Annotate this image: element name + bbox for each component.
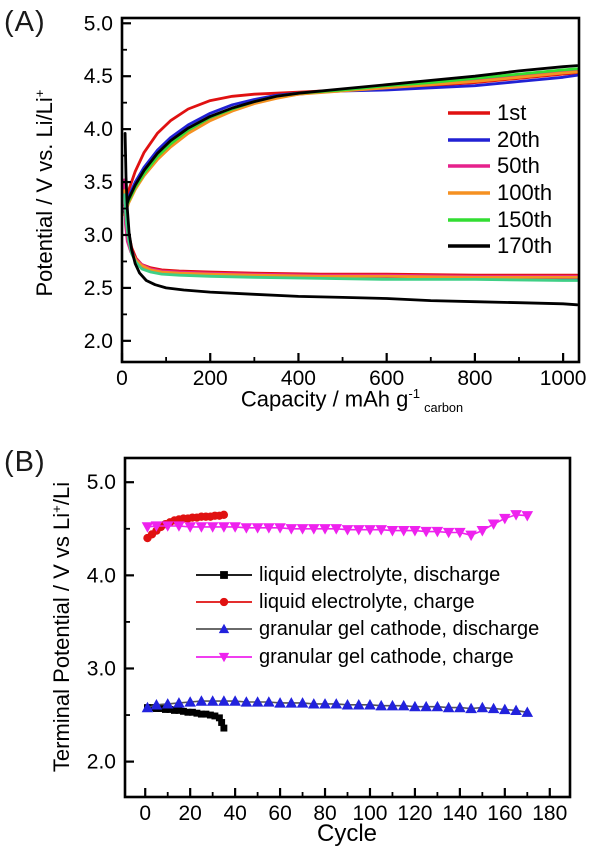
y-tick-label: 5.0 — [84, 12, 113, 35]
x-tick-label: 60 — [268, 802, 291, 825]
y-tick-label: 4.0 — [87, 564, 116, 587]
legend-item-50th: 50th — [446, 153, 552, 180]
panel-a-y-axis-title-sup: + — [31, 89, 47, 98]
x-tick-label: 1000 — [540, 367, 587, 390]
legend-label-liquid-charge: liquid electrolyte, charge — [259, 591, 475, 614]
legend-item-gel-discharge: granular gel cathode, discharge — [196, 616, 539, 643]
panel-b-label: (B) — [4, 446, 46, 478]
series-layer — [141, 510, 534, 732]
x-tick-label: 120 — [397, 802, 432, 825]
x-tick-label: 140 — [442, 802, 477, 825]
x-tick-label: 400 — [281, 367, 316, 390]
panel-a-y-axis-title: Potential / V vs. Li/Li+ — [32, 89, 58, 296]
legend-label-liquid-discharge: liquid electrolyte, discharge — [259, 563, 501, 586]
legend-marker-gel-charge — [196, 652, 252, 663]
series-170th-charge — [123, 64, 579, 214]
panel-b-y-axis-title: Terminal Potential / V vs Li+/Li — [49, 482, 75, 772]
panel-b-y-axis-title-sup: + — [48, 505, 64, 513]
legend-item-150th: 150th — [446, 206, 552, 233]
legend-label-150th: 150th — [497, 206, 553, 232]
x-tick-label: 40 — [223, 802, 246, 825]
x-tick-label: 20 — [178, 802, 201, 825]
legend-label-100th: 100th — [497, 180, 553, 206]
panel-a-plot: 0 200 400 600 800 1000 2.0 2.5 3.0 3.5 4.0 4.5 5.0 — [84, 12, 587, 390]
legend-item-liquid-charge: liquid electrolyte, charge — [196, 588, 539, 615]
panel-b-y-axis-title-post: /Li — [49, 481, 75, 506]
legend-item-170th: 170th — [446, 233, 552, 260]
x-tick-label: 180 — [532, 802, 567, 825]
legend-label-20th: 20th — [497, 126, 540, 152]
y-tick-label: 2.0 — [84, 330, 113, 353]
series-gel-discharge — [141, 695, 534, 717]
y-tick-label: 4.0 — [84, 118, 113, 141]
x-tick-label: 80 — [313, 802, 336, 825]
panel-a-x-axis-title-sub: carbon — [424, 399, 464, 415]
legend-item-liquid-discharge: liquid electrolyte, discharge — [196, 561, 539, 588]
y-tick-label: 3.0 — [84, 224, 113, 247]
x-tick-label: 800 — [457, 367, 492, 390]
y-tick-label: 4.5 — [84, 65, 113, 88]
plot-frame — [120, 16, 581, 364]
legend-marker-gel-discharge — [196, 624, 252, 634]
panel-a-x-axis-title-text: Capacity / mAh g — [240, 386, 409, 412]
legend-item-20th: 20th — [446, 127, 552, 154]
y-tick-label: 5.0 — [87, 471, 116, 494]
y-tick-label: 3.5 — [84, 171, 113, 194]
panel-a-legend: 1st 20th 50th 100th 150th 170th — [446, 100, 552, 260]
x-tick-label: 0 — [116, 367, 128, 390]
legend-label-170th: 170th — [497, 233, 553, 259]
panel-b-legend: liquid electrolyte, discharge liquid ele… — [196, 561, 539, 671]
legend-marker-liquid-charge — [196, 597, 252, 607]
y-tick-label: 3.0 — [87, 657, 116, 680]
axis-ticks: 0 20 40 60 80 100 120 140 160 180 2.0 3.0 4.0 5.0 — [87, 471, 567, 825]
legend-label-50th: 50th — [497, 153, 540, 179]
legend-label-gel-discharge: granular gel cathode, discharge — [259, 618, 540, 641]
series-layer — [122, 64, 579, 307]
legend-label-1st: 1st — [497, 100, 527, 126]
x-tick-label: 0 — [139, 802, 151, 825]
panel-a-label: (A) — [4, 6, 46, 38]
legend-item-gel-charge: granular gel cathode, charge — [196, 643, 539, 670]
legend-line-1st — [448, 111, 490, 115]
legend-line-170th — [448, 244, 490, 248]
x-tick-label: 600 — [369, 367, 404, 390]
series-20th-charge — [123, 73, 579, 212]
y-tick-label: 2.0 — [87, 751, 116, 774]
panel-b-plot: 0 20 40 60 80 100 120 140 160 180 2.0 3.0 4.0 5.0 — [87, 456, 572, 825]
series-170th-discharge — [123, 131, 579, 307]
legend-item-1st: 1st — [446, 100, 552, 127]
legend-item-100th: 100th — [446, 180, 552, 207]
x-tick-label: 160 — [487, 802, 522, 825]
legend-line-100th — [448, 191, 490, 195]
panel-a-x-axis-title: Capacity / mAh g-1carbon — [241, 386, 463, 415]
legend-line-150th — [448, 217, 490, 222]
panel-b-y-axis-title-text: Terminal Potential / V vs Li — [49, 512, 75, 773]
axis-ticks: 0 200 400 600 800 1000 2.0 2.5 3.0 3.5 4.0 4.5 5.0 — [84, 12, 587, 390]
series-gel-charge — [141, 510, 534, 542]
legend-line-50th — [448, 164, 490, 169]
legend-line-20th — [448, 138, 490, 142]
y-tick-label: 2.5 — [84, 277, 113, 300]
x-tick-label: 200 — [193, 367, 228, 390]
legend-marker-liquid-discharge — [196, 570, 252, 579]
panel-b-x-axis-title: Cycle — [316, 820, 378, 847]
panel-a-x-axis-title-sup: -1 — [408, 386, 421, 401]
panel-a-y-axis-title-text: Potential / V vs. Li/Li — [32, 97, 58, 297]
x-tick-label: 100 — [352, 802, 387, 825]
legend-label-gel-charge: granular gel cathode, charge — [259, 645, 514, 668]
